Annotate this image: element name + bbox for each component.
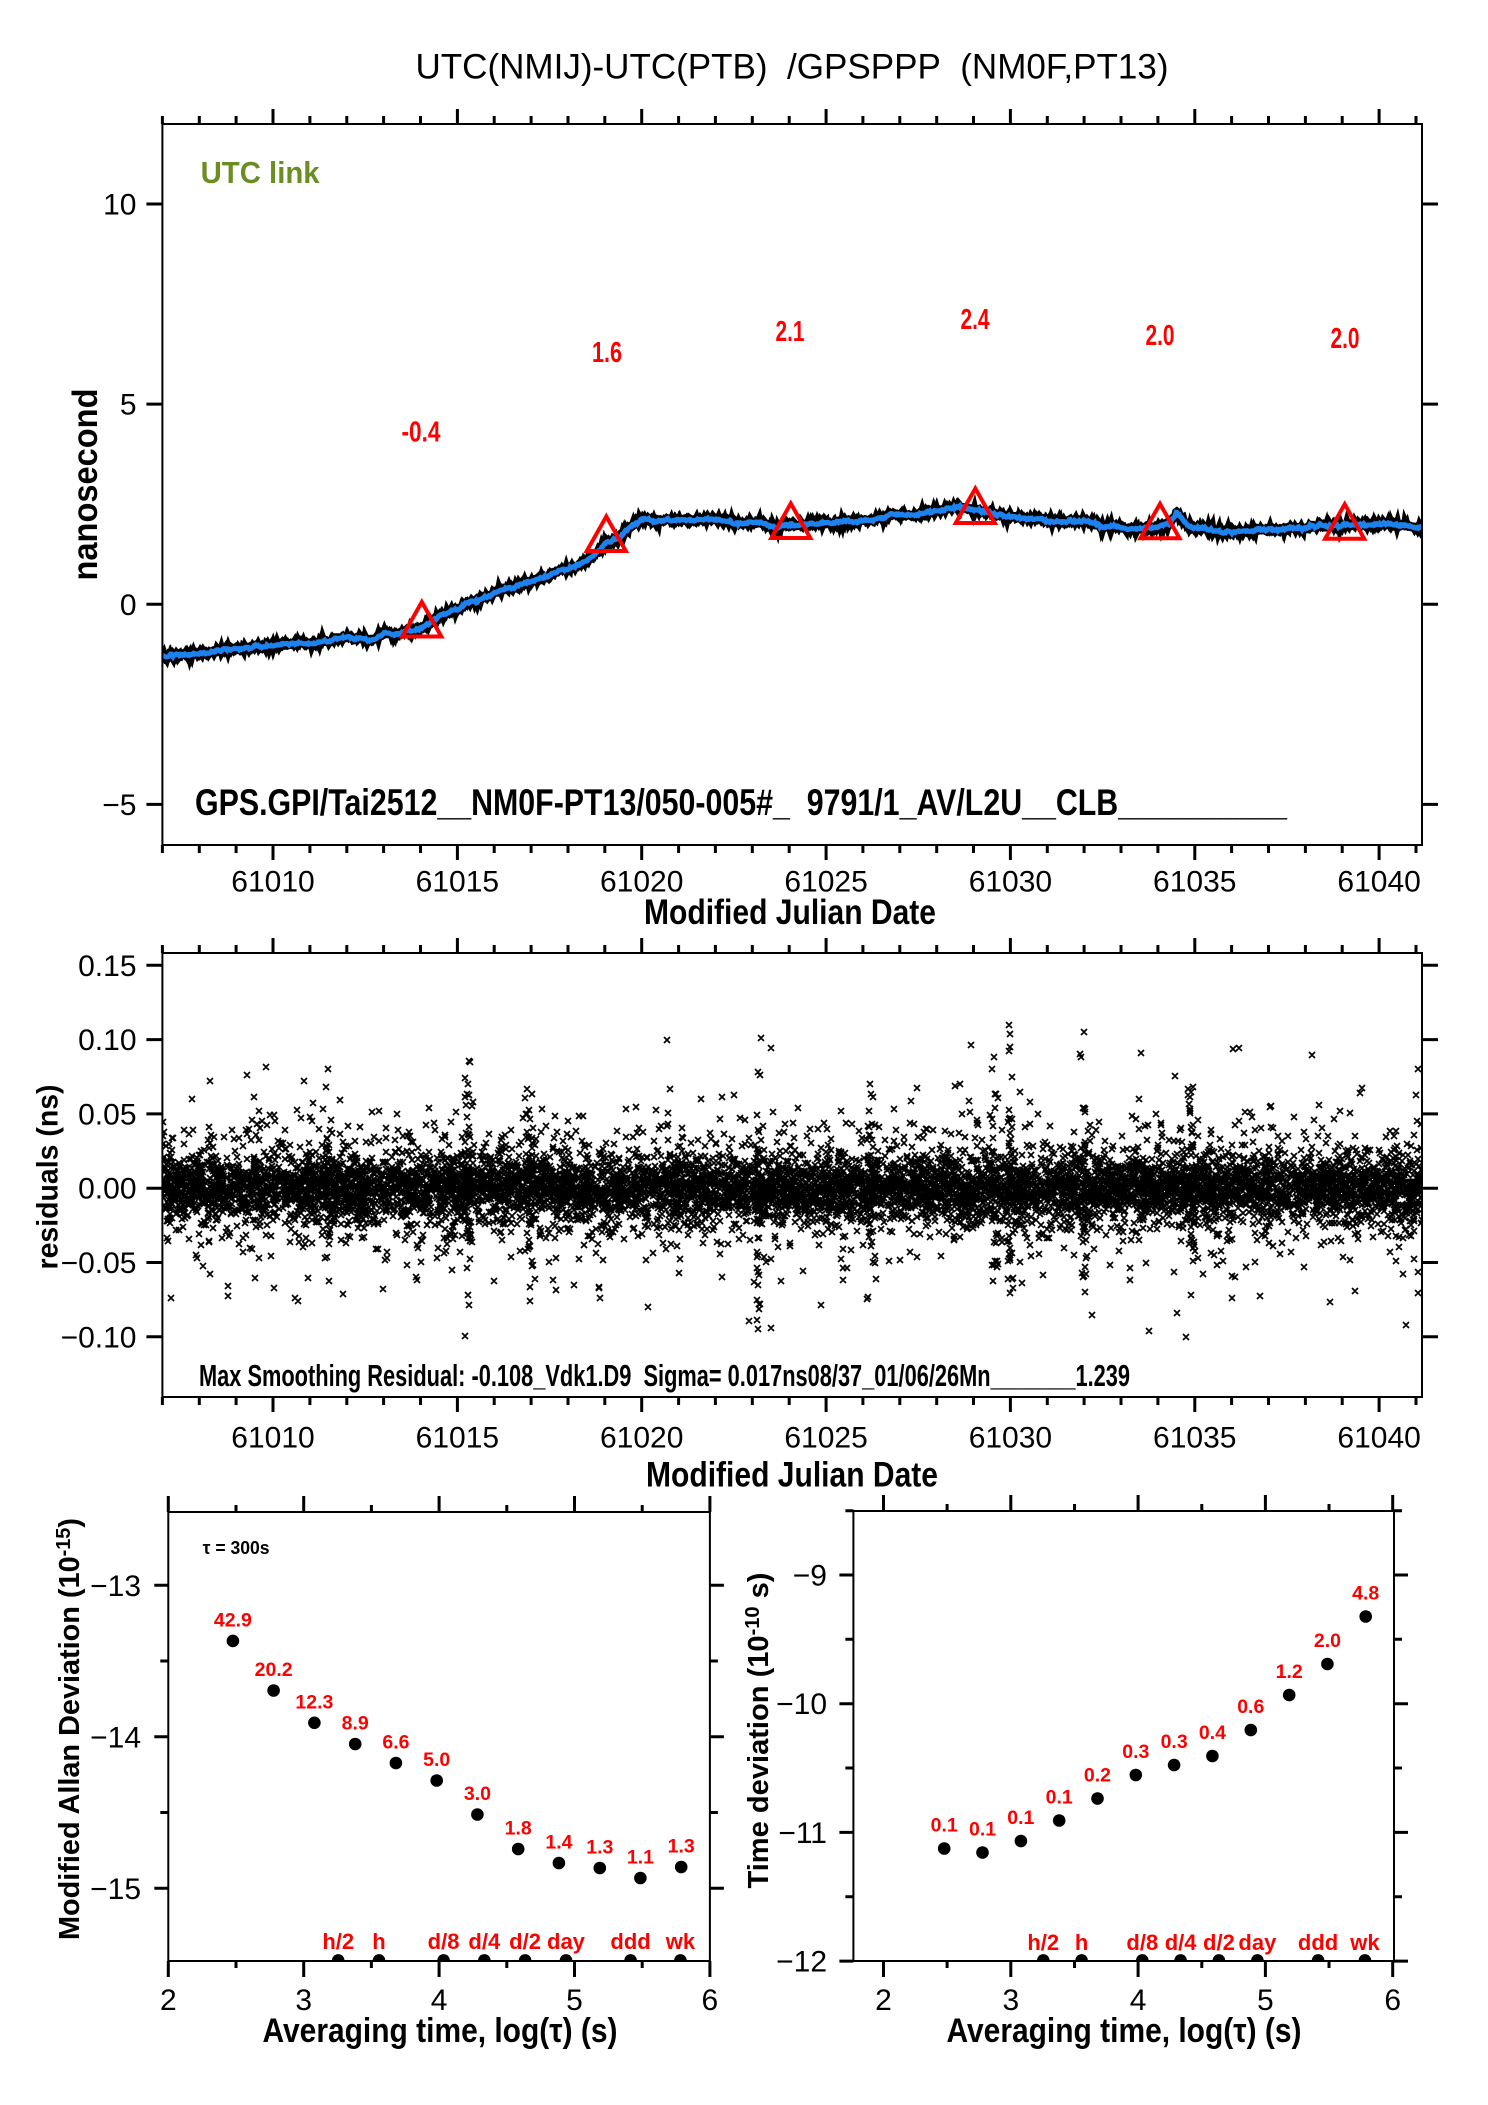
svg-text:2.4: 2.4 (961, 304, 990, 336)
svg-text:42.9: 42.9 (214, 1609, 252, 1631)
svg-text:h: h (372, 1929, 385, 1954)
svg-text:residuals (ns): residuals (ns) (32, 1085, 65, 1270)
svg-text:61025: 61025 (784, 866, 867, 899)
svg-text:0.4: 0.4 (1199, 1722, 1226, 1744)
svg-text:0: 0 (120, 589, 137, 622)
svg-text:d/2: d/2 (509, 1929, 541, 1954)
svg-text:61040: 61040 (1337, 866, 1420, 899)
svg-text:4: 4 (431, 1984, 448, 2017)
svg-text:d/8: d/8 (428, 1929, 460, 1954)
svg-text:61040: 61040 (1337, 1422, 1420, 1455)
svg-text:6: 6 (702, 1984, 719, 2017)
svg-text:h/2: h/2 (322, 1929, 354, 1954)
svg-text:Averaging time, log(τ) (s): Averaging time, log(τ) (s) (263, 2012, 618, 2050)
svg-text:h/2: h/2 (1027, 1930, 1059, 1955)
svg-text:61020: 61020 (600, 1422, 683, 1455)
svg-text:61035: 61035 (1153, 866, 1236, 899)
svg-text:1.1: 1.1 (627, 1847, 654, 1869)
svg-text:4.8: 4.8 (1352, 1583, 1379, 1605)
svg-text:0.1: 0.1 (1007, 1807, 1034, 1829)
svg-text:−12: −12 (776, 1946, 827, 1979)
svg-text:0.1: 0.1 (931, 1815, 958, 1837)
svg-text:61035: 61035 (1153, 1422, 1236, 1455)
svg-text:0.3: 0.3 (1161, 1731, 1188, 1753)
svg-text:2.0: 2.0 (1314, 1630, 1341, 1652)
svg-text:6: 6 (1384, 1984, 1401, 2017)
svg-text:h: h (1075, 1930, 1088, 1955)
svg-text:−11: −11 (778, 1817, 827, 1850)
svg-text:61015: 61015 (416, 1422, 499, 1455)
svg-text:5.0: 5.0 (423, 1749, 450, 1771)
svg-text:0.3: 0.3 (1122, 1741, 1149, 1763)
svg-text:-0.4: -0.4 (402, 417, 441, 449)
svg-text:nanosecond: nanosecond (66, 389, 105, 581)
svg-text:61020: 61020 (600, 866, 683, 899)
svg-text:Averaging time, log(τ) (s): Averaging time, log(τ) (s) (947, 2012, 1302, 2050)
svg-text:0.00: 0.00 (78, 1173, 136, 1206)
svg-text:1.6: 1.6 (592, 337, 622, 369)
svg-text:61030: 61030 (969, 866, 1052, 899)
svg-text:2.1: 2.1 (776, 316, 805, 348)
svg-text:ddd: ddd (1298, 1930, 1338, 1955)
svg-text:d/4: d/4 (1165, 1930, 1198, 1955)
svg-text:−14: −14 (90, 1721, 141, 1754)
svg-text:1.2: 1.2 (1276, 1661, 1303, 1683)
svg-text:2.0: 2.0 (1146, 320, 1175, 352)
svg-text:−13: −13 (90, 1570, 141, 1603)
svg-text:−5: −5 (102, 789, 136, 822)
svg-text:0.15: 0.15 (78, 950, 136, 983)
svg-text:61025: 61025 (784, 1422, 867, 1455)
svg-text:Modified Allan Deviation (10-1: Modified Allan Deviation (10-15) (53, 1518, 86, 1940)
svg-text:5: 5 (1257, 1984, 1274, 2017)
svg-text:d/8: d/8 (1126, 1930, 1158, 1955)
svg-text:12.3: 12.3 (295, 1691, 333, 1713)
svg-text:2.0: 2.0 (1331, 323, 1360, 355)
svg-text:61010: 61010 (231, 1422, 314, 1455)
svg-text:Max Smoothing Residual: -0.108: Max Smoothing Residual: -0.108_Vdk1.D9 S… (199, 1358, 1130, 1393)
svg-text:1.4: 1.4 (545, 1832, 572, 1854)
svg-text:0.10: 0.10 (78, 1024, 136, 1057)
svg-text:6.6: 6.6 (382, 1732, 409, 1754)
svg-text:0.6: 0.6 (1237, 1696, 1264, 1718)
svg-text:3: 3 (1002, 1984, 1019, 2017)
svg-text:−9: −9 (793, 1560, 827, 1593)
svg-text:4: 4 (1130, 1984, 1147, 2017)
svg-text:day: day (1238, 1930, 1277, 1955)
svg-text:61010: 61010 (231, 866, 314, 899)
svg-text:d/4: d/4 (468, 1929, 501, 1954)
svg-text:0.05: 0.05 (78, 1098, 136, 1131)
svg-text:0.1: 0.1 (969, 1819, 996, 1841)
svg-text:−0.05: −0.05 (61, 1247, 137, 1280)
svg-text:d/2: d/2 (1203, 1930, 1235, 1955)
svg-text:day: day (547, 1929, 586, 1954)
svg-text:−0.10: −0.10 (61, 1321, 137, 1354)
svg-text:GPS.GPI/Tai2512__NM0F-PT13/050: GPS.GPI/Tai2512__NM0F-PT13/050-005#_ 979… (195, 782, 1287, 823)
svg-text:Modified Julian Date: Modified Julian Date (646, 1456, 938, 1495)
svg-text:UTC link: UTC link (201, 155, 321, 190)
svg-text:1.3: 1.3 (668, 1836, 695, 1858)
svg-text:5: 5 (120, 389, 137, 422)
svg-text:8.9: 8.9 (342, 1713, 369, 1735)
svg-text:61015: 61015 (416, 866, 499, 899)
svg-text:1.8: 1.8 (505, 1818, 532, 1840)
svg-text:0.1: 0.1 (1046, 1787, 1073, 1809)
svg-text:wk: wk (1349, 1930, 1380, 1955)
svg-text:0.2: 0.2 (1084, 1765, 1111, 1787)
svg-text:Modified Julian Date: Modified Julian Date (644, 893, 936, 932)
svg-text:1.3: 1.3 (586, 1837, 613, 1859)
svg-text:UTC(NMIJ)-UTC(PTB) /GPSPPP (: UTC(NMIJ)-UTC(PTB) /GPSPPP (NM0F,PT13) (416, 47, 1169, 86)
svg-text:61030: 61030 (969, 1422, 1052, 1455)
svg-text:τ = 300s: τ = 300s (203, 1538, 270, 1558)
svg-text:10: 10 (103, 189, 136, 222)
svg-text:ddd: ddd (610, 1929, 650, 1954)
svg-text:20.2: 20.2 (255, 1659, 293, 1681)
svg-text:−10: −10 (776, 1688, 827, 1721)
svg-text:3.0: 3.0 (464, 1783, 491, 1805)
svg-text:−15: −15 (90, 1873, 141, 1906)
svg-text:2: 2 (875, 1984, 892, 2017)
svg-text:2: 2 (160, 1984, 177, 2017)
svg-text:5: 5 (566, 1984, 583, 2017)
svg-text:wk: wk (665, 1929, 696, 1954)
svg-text:3: 3 (295, 1984, 312, 2017)
